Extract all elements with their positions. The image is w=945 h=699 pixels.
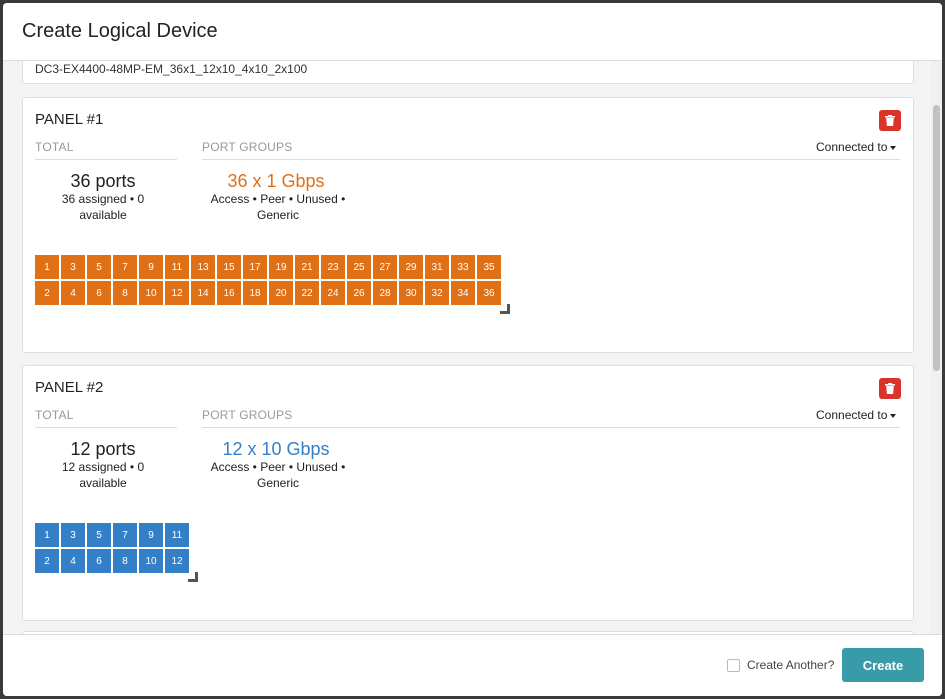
- delete-panel-button[interactable]: [879, 378, 901, 399]
- port-28[interactable]: 28: [373, 281, 397, 305]
- create-another-checkbox[interactable]: [727, 659, 740, 672]
- port-20[interactable]: 20: [269, 281, 293, 305]
- port-3[interactable]: 3: [61, 255, 85, 279]
- port-9[interactable]: 9: [139, 523, 163, 547]
- divider: [202, 427, 900, 428]
- port-36[interactable]: 36: [477, 281, 501, 305]
- port-33[interactable]: 33: [451, 255, 475, 279]
- divider: [202, 159, 900, 160]
- resize-handle[interactable]: [188, 572, 198, 582]
- port-4[interactable]: 4: [61, 549, 85, 573]
- port-27[interactable]: 27: [373, 255, 397, 279]
- port-12[interactable]: 12: [165, 281, 189, 305]
- port-8[interactable]: 8: [113, 549, 137, 573]
- create-button[interactable]: Create: [842, 648, 924, 682]
- port-10[interactable]: 10: [139, 549, 163, 573]
- scrollbar-thumb[interactable]: [933, 105, 940, 371]
- trash-icon: [885, 383, 895, 394]
- total-detail: 12 assigned • 0 available: [61, 460, 145, 490]
- port-13[interactable]: 13: [191, 255, 215, 279]
- port-4[interactable]: 4: [61, 281, 85, 305]
- divider: [35, 159, 177, 160]
- panel-3-partial: [22, 631, 914, 634]
- port-19[interactable]: 19: [269, 255, 293, 279]
- port-14[interactable]: 14: [191, 281, 215, 305]
- device-name-value: DC3-EX4400-48MP-EM_36x1_12x10_4x10_2x100: [35, 62, 308, 76]
- port-10[interactable]: 10: [139, 281, 163, 305]
- total-ports: 36 ports: [70, 171, 136, 191]
- port-29[interactable]: 29: [399, 255, 423, 279]
- modal-header: Create Logical Device: [3, 3, 942, 61]
- port-32[interactable]: 32: [425, 281, 449, 305]
- panel-title: PANEL #2: [35, 379, 104, 396]
- modal-footer: Create Another? Create: [3, 634, 942, 696]
- port-24[interactable]: 24: [321, 281, 345, 305]
- port-7[interactable]: 7: [113, 523, 137, 547]
- port-30[interactable]: 30: [399, 281, 423, 305]
- port-23[interactable]: 23: [321, 255, 345, 279]
- port-21[interactable]: 21: [295, 255, 319, 279]
- port-group-speed[interactable]: 12 x 10 Gbps: [222, 439, 330, 459]
- create-logical-device-modal: Create Logical Device DC3-EX4400-48MP-EM…: [3, 3, 942, 696]
- connected-to-dropdown[interactable]: Connected to: [816, 140, 897, 154]
- delete-panel-button[interactable]: [879, 110, 901, 131]
- resize-handle[interactable]: [500, 304, 510, 314]
- port-6[interactable]: 6: [87, 549, 111, 573]
- total-header: TOTAL: [35, 140, 74, 154]
- panel-1: PANEL #1 TOTAL PORT GROUPS Connected to …: [22, 97, 914, 353]
- port-group-roles: Access • Peer • Unused • Generic: [210, 192, 346, 222]
- device-name-field[interactable]: DC3-EX4400-48MP-EM_36x1_12x10_4x10_2x100: [22, 61, 914, 84]
- port-7[interactable]: 7: [113, 255, 137, 279]
- modal-body: DC3-EX4400-48MP-EM_36x1_12x10_4x10_2x100…: [3, 61, 942, 634]
- port-16[interactable]: 16: [217, 281, 241, 305]
- total-header: TOTAL: [35, 408, 74, 422]
- caret-down-icon: [890, 413, 897, 418]
- port-1[interactable]: 1: [35, 255, 59, 279]
- port-groups-header: PORT GROUPS: [202, 408, 293, 422]
- port-5[interactable]: 5: [87, 255, 111, 279]
- port-31[interactable]: 31: [425, 255, 449, 279]
- port-6[interactable]: 6: [87, 281, 111, 305]
- port-35[interactable]: 35: [477, 255, 501, 279]
- divider: [35, 427, 177, 428]
- port-15[interactable]: 15: [217, 255, 241, 279]
- port-group-speed[interactable]: 36 x 1 Gbps: [227, 171, 325, 191]
- port-3[interactable]: 3: [61, 523, 85, 547]
- total-detail: 36 assigned • 0 available: [61, 192, 145, 222]
- connected-to-dropdown[interactable]: Connected to: [816, 408, 897, 422]
- panel-title: PANEL #1: [35, 111, 104, 128]
- trash-icon: [885, 115, 895, 126]
- port-11[interactable]: 11: [165, 255, 189, 279]
- modal-title: Create Logical Device: [22, 20, 218, 42]
- port-2[interactable]: 2: [35, 281, 59, 305]
- port-26[interactable]: 26: [347, 281, 371, 305]
- caret-down-icon: [890, 145, 897, 150]
- port-18[interactable]: 18: [243, 281, 267, 305]
- port-8[interactable]: 8: [113, 281, 137, 305]
- total-ports: 12 ports: [70, 439, 136, 459]
- port-5[interactable]: 5: [87, 523, 111, 547]
- panel-2: PANEL #2 TOTAL PORT GROUPS Connected to …: [22, 365, 914, 621]
- port-12[interactable]: 12: [165, 549, 189, 573]
- port-1[interactable]: 1: [35, 523, 59, 547]
- create-another-label[interactable]: Create Another?: [747, 658, 835, 672]
- port-17[interactable]: 17: [243, 255, 267, 279]
- port-25[interactable]: 25: [347, 255, 371, 279]
- port-11[interactable]: 11: [165, 523, 189, 547]
- port-2[interactable]: 2: [35, 549, 59, 573]
- port-9[interactable]: 9: [139, 255, 163, 279]
- connected-to-label: Connected to: [816, 140, 888, 154]
- port-groups-header: PORT GROUPS: [202, 140, 293, 154]
- port-22[interactable]: 22: [295, 281, 319, 305]
- port-group-roles: Access • Peer • Unused • Generic: [210, 460, 346, 490]
- connected-to-label: Connected to: [816, 408, 888, 422]
- port-34[interactable]: 34: [451, 281, 475, 305]
- scrollbar[interactable]: [931, 61, 942, 634]
